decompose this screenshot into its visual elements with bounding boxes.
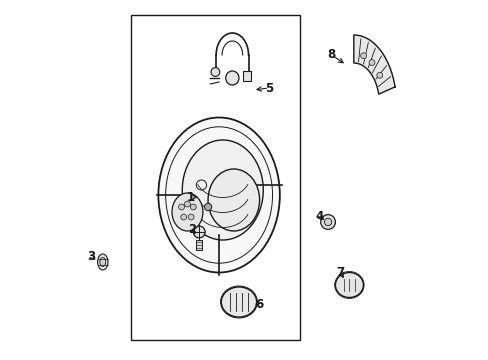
Circle shape bbox=[368, 60, 374, 66]
Circle shape bbox=[320, 215, 335, 229]
Text: 8: 8 bbox=[327, 49, 335, 62]
Text: 6: 6 bbox=[255, 298, 263, 311]
Circle shape bbox=[184, 201, 190, 207]
Circle shape bbox=[360, 53, 366, 59]
Text: 2: 2 bbox=[188, 224, 196, 237]
Bar bbox=[242, 71, 251, 81]
Ellipse shape bbox=[172, 193, 203, 231]
Ellipse shape bbox=[158, 117, 279, 273]
Text: 3: 3 bbox=[87, 249, 96, 262]
Circle shape bbox=[376, 72, 382, 78]
Bar bbox=[196, 240, 202, 250]
Circle shape bbox=[210, 68, 220, 76]
Circle shape bbox=[181, 214, 186, 220]
Circle shape bbox=[190, 204, 196, 210]
Circle shape bbox=[193, 226, 204, 238]
Ellipse shape bbox=[335, 273, 363, 297]
Text: 5: 5 bbox=[264, 81, 273, 94]
Ellipse shape bbox=[100, 257, 105, 266]
Polygon shape bbox=[353, 35, 394, 94]
Text: 4: 4 bbox=[314, 210, 323, 222]
Text: 7: 7 bbox=[336, 266, 344, 279]
Circle shape bbox=[204, 203, 211, 211]
Ellipse shape bbox=[221, 287, 256, 317]
Ellipse shape bbox=[225, 71, 239, 85]
Circle shape bbox=[324, 218, 331, 226]
Bar bbox=[130, 15, 300, 340]
Text: 1: 1 bbox=[187, 190, 195, 203]
Ellipse shape bbox=[98, 254, 108, 270]
Circle shape bbox=[188, 214, 194, 220]
Ellipse shape bbox=[207, 169, 259, 231]
Ellipse shape bbox=[182, 140, 263, 240]
Circle shape bbox=[178, 204, 184, 210]
